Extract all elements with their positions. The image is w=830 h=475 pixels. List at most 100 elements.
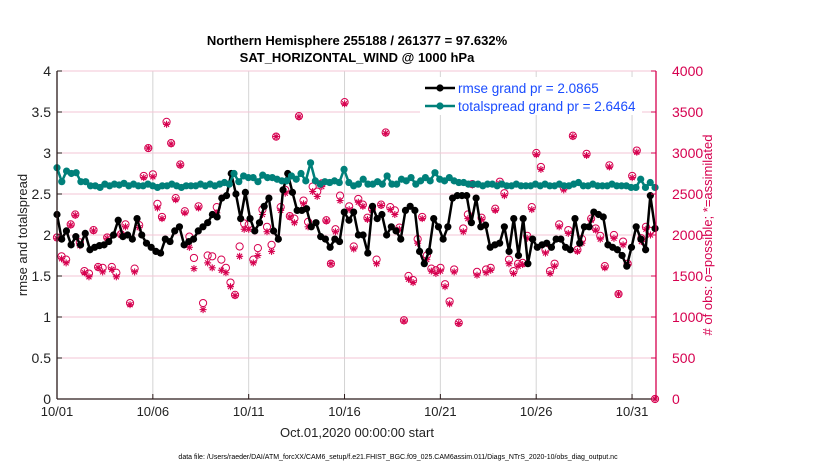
assimilated-obs-marker <box>418 215 426 223</box>
series-point <box>510 215 518 223</box>
asterisk-stroke <box>81 269 88 276</box>
series-point <box>81 229 89 237</box>
assimilated-obs-marker <box>263 228 271 236</box>
series-point <box>307 223 315 231</box>
y-tick-label-right: 4000 <box>672 63 703 79</box>
assimilated-obs-marker <box>71 211 79 219</box>
assimilated-obs-marker <box>510 270 518 278</box>
asterisk-stroke <box>597 236 604 242</box>
y-tick-label-left: 0.5 <box>32 350 52 366</box>
y-tick-label-right: 2500 <box>672 186 703 202</box>
series-point <box>505 247 513 255</box>
series-point <box>444 223 452 231</box>
x-tick-label: 10/16 <box>328 404 361 419</box>
series-point <box>142 239 151 247</box>
asterisk-stroke <box>528 206 535 213</box>
asterisk-stroke <box>350 246 357 252</box>
assimilated-obs-marker <box>436 267 444 275</box>
assimilated-obs-marker <box>363 215 371 223</box>
series-point <box>557 235 565 243</box>
series-point <box>147 243 155 251</box>
legend: rmse grand pr = 2.0865 totalspread grand… <box>420 77 642 115</box>
asterisk-stroke <box>63 259 70 266</box>
asterisk-stroke <box>382 130 389 137</box>
series-point <box>364 249 372 257</box>
assimilated-obs-marker <box>236 252 244 260</box>
asterisk-stroke <box>455 320 462 327</box>
asterisk-stroke <box>428 268 435 274</box>
asterisk-stroke <box>204 259 211 266</box>
series-point <box>340 165 348 173</box>
asterisk-stroke <box>323 218 330 224</box>
assimilated-obs-marker <box>163 120 171 128</box>
series-point <box>420 260 428 268</box>
y-tick-label-right: 1500 <box>672 268 703 284</box>
series-point <box>232 190 240 198</box>
series-point <box>576 239 584 247</box>
assimilated-obs-marker <box>596 235 604 243</box>
series-point <box>431 169 439 177</box>
series-point <box>72 233 80 241</box>
asterisk-stroke <box>145 145 152 151</box>
assimilated-obs-marker <box>149 173 157 181</box>
series-point <box>58 235 66 243</box>
asterisk-stroke <box>556 223 563 230</box>
y-tick-label-right: 1000 <box>672 309 703 325</box>
series-point <box>641 183 650 192</box>
asterisk-stroke <box>510 270 517 277</box>
asterisk-stroke <box>131 269 138 275</box>
series-point <box>627 243 636 251</box>
series-point <box>237 215 245 223</box>
asterisk-stroke <box>227 283 234 290</box>
series-point <box>297 169 305 178</box>
series-point <box>463 192 471 200</box>
asterisk-stroke <box>250 259 257 266</box>
assimilated-obs-marker <box>112 273 120 281</box>
asterisk-stroke <box>332 228 339 235</box>
y-tick-label-left: 2.5 <box>32 186 52 202</box>
asterisk-stroke <box>58 255 65 262</box>
series-point <box>411 206 419 214</box>
series-point <box>387 223 395 231</box>
assimilated-obs-marker <box>268 247 276 255</box>
assimilated-obs-marker <box>610 234 618 242</box>
series-point <box>393 180 401 188</box>
chart-title-line-2: SAT_HORIZONTAL_WIND @ 1000 hPa <box>240 50 475 65</box>
asterisk-stroke <box>232 292 238 299</box>
series-point <box>204 219 212 227</box>
legend-rmse-marker <box>436 84 444 92</box>
possible-obs-marker <box>198 298 208 308</box>
series-point <box>383 172 391 180</box>
y-tick-label-right: 500 <box>672 350 696 366</box>
asterisk-stroke <box>373 260 380 267</box>
asterisk-stroke <box>460 228 467 235</box>
series-point <box>225 180 233 188</box>
series-point <box>514 251 523 260</box>
series-point <box>105 237 113 246</box>
asterisk-stroke <box>108 266 115 273</box>
asterisk-stroke <box>501 192 508 199</box>
series-point <box>496 239 504 247</box>
asterisk-stroke <box>245 226 252 233</box>
assimilated-obs-marker <box>58 255 66 263</box>
series-point <box>415 247 424 255</box>
series-point <box>646 192 654 200</box>
asterisk-stroke <box>273 133 280 140</box>
assimilated-obs-marker <box>90 227 98 235</box>
asterisk-stroke <box>168 141 175 147</box>
y-tick-label-left: 3.5 <box>32 104 52 120</box>
series-point <box>321 235 330 243</box>
assimilated-obs-marker <box>249 259 257 267</box>
asterisk-stroke <box>419 215 426 222</box>
assimilated-obs-marker <box>204 259 212 267</box>
series-point <box>439 235 447 243</box>
series-point <box>585 223 593 231</box>
series-point <box>350 208 358 216</box>
series-point <box>270 227 278 235</box>
possible-obs-marker <box>326 259 336 268</box>
asterisk-stroke <box>163 121 170 128</box>
assimilated-obs-marker <box>94 264 102 272</box>
assimilated-obs-marker <box>592 226 600 234</box>
assimilated-obs-marker <box>181 209 189 217</box>
series-point <box>199 223 207 231</box>
